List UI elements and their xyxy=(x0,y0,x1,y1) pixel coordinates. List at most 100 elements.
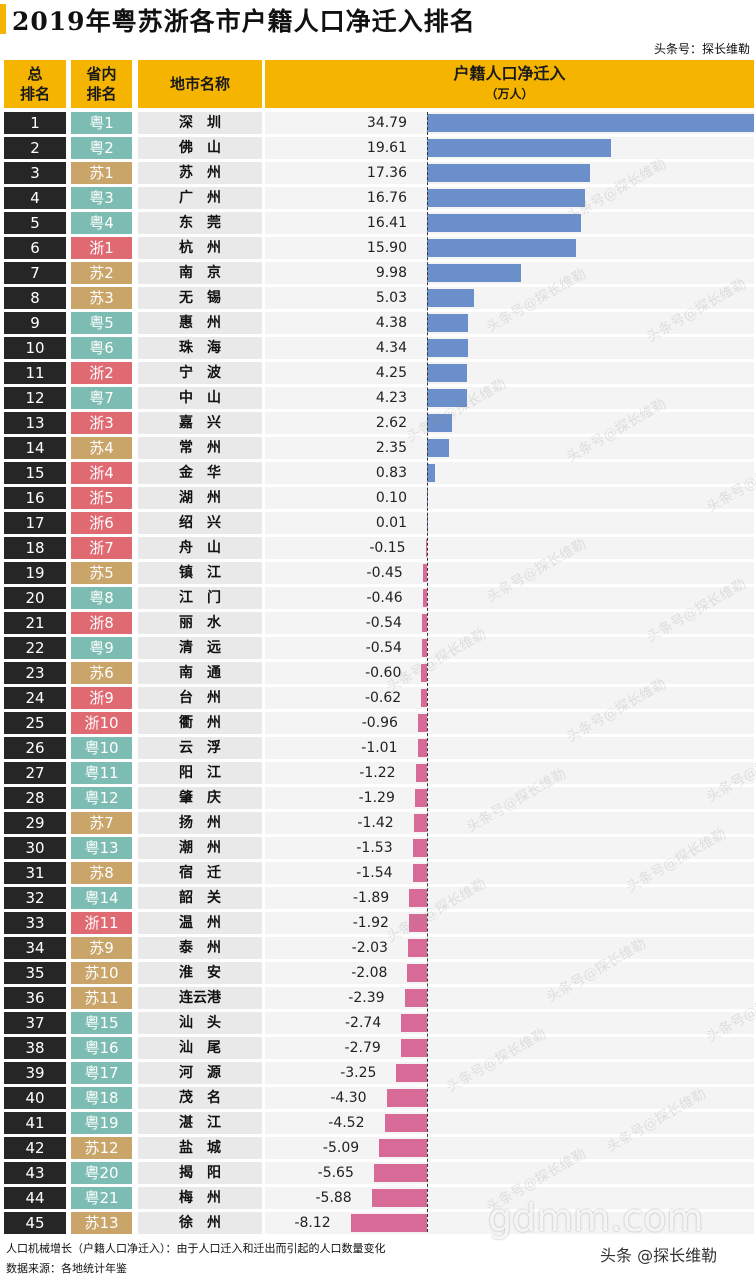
city-name-cell: 阳 江 xyxy=(138,762,262,784)
rank-cell: 45 xyxy=(4,1212,66,1234)
data-label: -2.79 xyxy=(344,1040,381,1056)
rank-cell: 12 xyxy=(4,387,66,409)
rank-cell: 1 xyxy=(4,112,66,134)
city-name-cell: 衢 州 xyxy=(138,712,262,734)
bar-cell xyxy=(265,362,754,384)
city-name-cell: 宁 波 xyxy=(138,362,262,384)
table-row: 26 粤10 云 浮 -1.01 xyxy=(0,737,756,759)
bar-cell xyxy=(265,1037,754,1059)
table-row: 18 浙7 舟 山 -0.15 xyxy=(0,537,756,559)
province-rank-cell: 浙8 xyxy=(71,612,132,634)
province-rank-cell: 苏8 xyxy=(71,862,132,884)
bar xyxy=(373,1164,427,1182)
data-label: -1.29 xyxy=(358,790,395,806)
data-label: -0.54 xyxy=(365,615,402,631)
title-bar: 2019年粤苏浙各市户籍人口净迁入排名 xyxy=(0,0,756,40)
table-row: 28 粤12 肇 庆 -1.29 xyxy=(0,787,756,809)
city-name-cell: 淮 安 xyxy=(138,962,262,984)
bar xyxy=(427,289,475,307)
data-label: 9.98 xyxy=(375,265,407,281)
city-name-cell: 镇 江 xyxy=(138,562,262,584)
bar xyxy=(412,839,427,857)
header-city: 地市名称 xyxy=(138,60,262,108)
data-label: -5.65 xyxy=(317,1165,354,1181)
province-rank-cell: 苏2 xyxy=(71,262,132,284)
bar-cell xyxy=(265,587,754,609)
province-rank-cell: 粤12 xyxy=(71,787,132,809)
city-name-cell: 无 锡 xyxy=(138,287,262,309)
city-name-cell: 宿 迁 xyxy=(138,862,262,884)
table-row: 19 苏5 镇 江 -0.45 xyxy=(0,562,756,584)
title-accent-bar xyxy=(0,4,6,34)
province-rank-cell: 粤13 xyxy=(71,837,132,859)
province-rank-cell: 苏10 xyxy=(71,962,132,984)
table-row: 30 粤13 潮 州 -1.53 xyxy=(0,837,756,859)
bar-cell xyxy=(265,937,754,959)
table-row: 20 粤8 江 门 -0.46 xyxy=(0,587,756,609)
rank-cell: 10 xyxy=(4,337,66,359)
city-name-cell: 云 浮 xyxy=(138,737,262,759)
header-prov: 省内 排名 xyxy=(71,60,132,108)
watermark-text: 头条号@探长维勒 xyxy=(404,375,509,446)
data-label: 4.25 xyxy=(375,365,407,381)
table-row: 13 浙3 嘉 兴 2.62 xyxy=(0,412,756,434)
bar xyxy=(384,1114,427,1132)
province-rank-cell: 苏1 xyxy=(71,162,132,184)
bar xyxy=(421,614,427,632)
data-label: -0.60 xyxy=(365,665,402,681)
data-label: -3.25 xyxy=(340,1065,377,1081)
city-name-cell: 苏 州 xyxy=(138,162,262,184)
bar xyxy=(379,1139,427,1157)
data-label: -8.12 xyxy=(294,1215,331,1231)
bar xyxy=(414,789,427,807)
rank-cell: 18 xyxy=(4,537,66,559)
bar xyxy=(400,1039,427,1057)
bar xyxy=(427,164,591,182)
bar xyxy=(408,914,427,932)
city-name-cell: 金 华 xyxy=(138,462,262,484)
bar-cell xyxy=(265,962,754,984)
bar xyxy=(350,1214,427,1232)
city-name-cell: 嘉 兴 xyxy=(138,412,262,434)
city-name-cell: 珠 海 xyxy=(138,337,262,359)
data-label: 0.01 xyxy=(375,515,407,531)
bar-cell xyxy=(265,462,754,484)
data-label: 4.23 xyxy=(375,390,407,406)
city-name-cell: 梅 州 xyxy=(138,1187,262,1209)
province-rank-cell: 苏7 xyxy=(71,812,132,834)
rank-cell: 19 xyxy=(4,562,66,584)
bar xyxy=(407,939,427,957)
data-label: -2.08 xyxy=(351,965,388,981)
table-row: 29 苏7 扬 州 -1.42 xyxy=(0,812,756,834)
data-label: -1.01 xyxy=(361,740,398,756)
data-label: 34.79 xyxy=(366,115,407,131)
credit: 头条号：探长维勒 xyxy=(653,42,750,56)
table-row: 41 粤19 湛 江 -4.52 xyxy=(0,1112,756,1134)
province-rank-cell: 粤19 xyxy=(71,1112,132,1134)
table-row: 1 粤1 深 圳 34.79 xyxy=(0,112,756,134)
province-rank-cell: 粤2 xyxy=(71,137,132,159)
table-row: 25 浙10 衢 州 -0.96 xyxy=(0,712,756,734)
table-row: 16 浙5 湖 州 0.10 xyxy=(0,487,756,509)
bar xyxy=(409,889,427,907)
watermark-text: 头条号@探长维勒 xyxy=(644,575,749,646)
rank-cell: 14 xyxy=(4,437,66,459)
table-row: 23 苏6 南 通 -0.60 xyxy=(0,662,756,684)
province-rank-cell: 粤16 xyxy=(71,1037,132,1059)
rank-cell: 44 xyxy=(4,1187,66,1209)
province-rank-cell: 浙5 xyxy=(71,487,132,509)
data-label: 16.41 xyxy=(366,215,407,231)
bar-cell xyxy=(265,412,754,434)
province-rank-cell: 苏4 xyxy=(71,437,132,459)
rank-cell: 41 xyxy=(4,1112,66,1134)
province-rank-cell: 苏11 xyxy=(71,987,132,1009)
city-name-cell: 盐 城 xyxy=(138,1137,262,1159)
bar xyxy=(417,714,427,732)
rank-cell: 17 xyxy=(4,512,66,534)
province-rank-cell: 粤1 xyxy=(71,112,132,134)
province-rank-cell: 苏12 xyxy=(71,1137,132,1159)
rank-cell: 30 xyxy=(4,837,66,859)
data-label: -1.22 xyxy=(359,765,396,781)
bar-cell xyxy=(265,437,754,459)
data-label: -0.45 xyxy=(366,565,403,581)
